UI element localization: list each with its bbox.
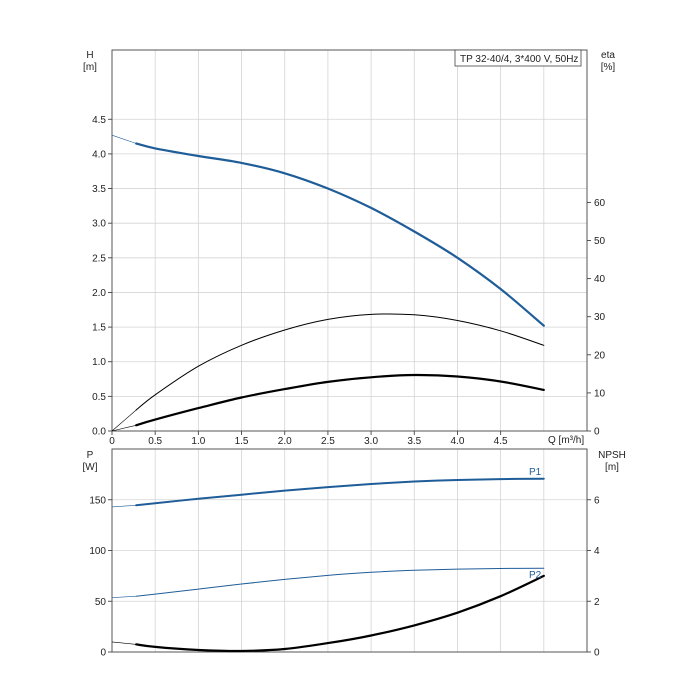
lower-right-tick-label: 6	[594, 495, 600, 506]
upper-left-tick-label: 0.0	[92, 427, 106, 438]
upper-x-tick-label: 4.0	[451, 436, 465, 447]
P2-curve	[135, 567, 545, 597]
eta-hydraulic-lead-line	[111, 425, 137, 432]
chart-title: TP 32-40/4, 3*400 V, 50Hz	[460, 54, 578, 65]
upper-x-tick-label: 3.0	[364, 436, 378, 447]
upper-right-tick-label: 30	[594, 312, 606, 323]
upper-left-tick-label: 2.0	[92, 288, 106, 299]
upper-x-tick-label: 4.5	[494, 436, 508, 447]
grid-layer	[112, 50, 587, 652]
eta-axis-label: eta	[601, 50, 615, 61]
h-axis-unit: [m]	[83, 62, 97, 73]
p1-series-label: P1	[529, 467, 542, 478]
p-axis-unit: [W]	[83, 462, 98, 473]
lower-right-tick-label: 0	[594, 648, 600, 659]
lower-left-tick-label: 50	[95, 597, 107, 608]
upper-left-tick-label: 2.5	[92, 253, 106, 264]
upper-x-tick-label: 1.5	[235, 436, 249, 447]
upper-right-tick-label: 0	[594, 427, 600, 438]
eta-total-lead-line	[111, 409, 137, 432]
P1-curve	[135, 477, 545, 507]
upper-right-tick-label: 40	[594, 274, 606, 285]
eta-hydraulic-curve	[135, 373, 545, 427]
upper-left-tick-label: 1.0	[92, 357, 106, 368]
npsh-axis-label: NPSH	[598, 450, 626, 461]
upper-x-tick-label: 0	[109, 436, 115, 447]
P2-lead-line	[111, 595, 137, 598]
upper-right-tick-label: 10	[594, 388, 606, 399]
upper-plot-frame	[111, 49, 588, 432]
upper-right-tick-label: 50	[594, 236, 606, 247]
npsh-axis-unit: [m]	[605, 462, 619, 473]
upper-left-tick-label: 4.5	[92, 115, 106, 126]
upper-left-tick-label: 1.5	[92, 323, 106, 334]
p2-series-label: P2	[529, 570, 542, 581]
upper-x-tick-label: 0.5	[148, 436, 162, 447]
lower-right-tick-label: 2	[594, 597, 600, 608]
lower-right-tick-label: 4	[594, 546, 600, 557]
lower-left-tick-label: 150	[89, 495, 106, 506]
NPSH-lead-line	[111, 641, 137, 645]
lower-left-tick-label: 0	[100, 648, 106, 659]
series-layer	[111, 134, 545, 653]
frame-layer	[111, 49, 588, 653]
upper-x-tick-label: 3.5	[407, 436, 421, 447]
NPSH-curve	[135, 574, 545, 653]
chart-title-box	[454, 49, 582, 67]
eta-axis-unit: [%]	[601, 62, 616, 73]
P1-lead-line	[111, 505, 137, 508]
H-lead-line	[111, 134, 137, 144]
upper-left-tick-label: 3.5	[92, 184, 106, 195]
upper-x-tick-label: 2.5	[321, 436, 335, 447]
upper-x-tick-label: 1.0	[191, 436, 205, 447]
upper-x-tick-label: 2.0	[278, 436, 292, 447]
upper-left-tick-label: 0.5	[92, 392, 106, 403]
H-curve	[135, 142, 545, 327]
h-axis-label: H	[86, 50, 93, 61]
p-axis-label: P	[87, 450, 94, 461]
q-axis-label: Q [m³/h]	[548, 435, 584, 446]
upper-right-tick-label: 20	[594, 350, 606, 361]
tick-layer: 0.00.51.01.52.02.53.03.54.04.50102030405…	[89, 115, 605, 659]
upper-right-tick-label: 60	[594, 198, 606, 209]
upper-left-tick-label: 4.0	[92, 149, 106, 160]
label-layer: TP 32-40/4, 3*400 V, 50Hz H [m] eta [%] …	[83, 49, 626, 581]
lower-left-tick-label: 100	[89, 546, 106, 557]
eta-total-curve	[135, 313, 545, 411]
upper-left-tick-label: 3.0	[92, 219, 106, 230]
